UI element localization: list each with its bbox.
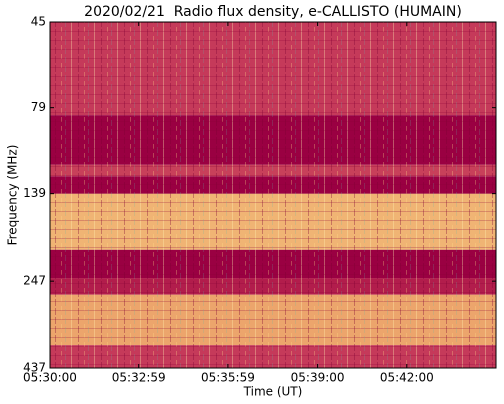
y-axis-label: Frequency (MHz) [6, 145, 20, 246]
x-tick-label: 05:32:59 [112, 371, 166, 385]
x-axis-label: Time (UT) [243, 385, 303, 399]
x-tick-label: 05:35:59 [201, 371, 255, 385]
plot-frame [49, 21, 497, 369]
y-tick-label: 79 [31, 100, 46, 114]
x-tick-label: 05:39:00 [291, 371, 345, 385]
y-tick-label: 45 [31, 15, 46, 29]
x-tick-label: 05:42:00 [380, 371, 434, 385]
texture [50, 22, 496, 368]
y-tick-label: 437 [23, 361, 46, 375]
plot-area [50, 22, 496, 368]
x-tick-label: 05:30:00 [23, 371, 77, 385]
chart-title: 2020/02/21 Radio flux density, e-CALLIST… [84, 4, 462, 20]
y-tick-label: 139 [23, 186, 46, 200]
y-tick-label: 247 [23, 274, 46, 288]
